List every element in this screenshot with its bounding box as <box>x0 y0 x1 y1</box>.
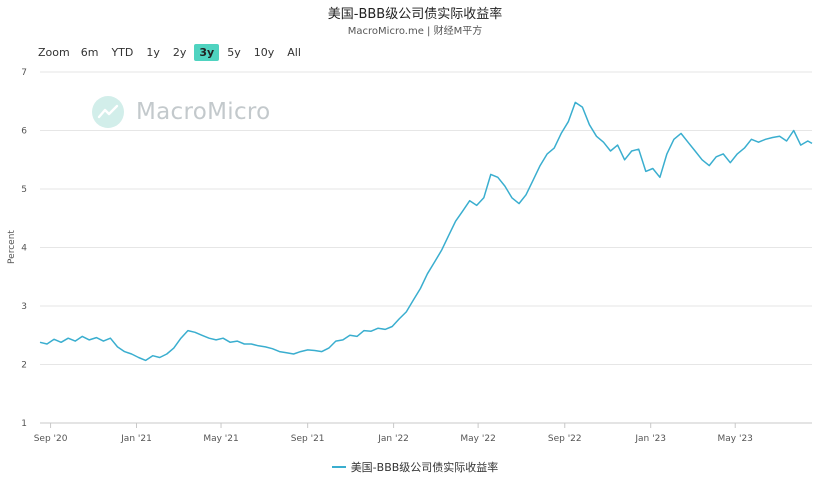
watermark: MacroMicro <box>92 96 271 128</box>
x-tick-label: May '22 <box>460 434 495 444</box>
chart-subtitle: MacroMicro.me | 财经M平方 <box>347 26 483 37</box>
x-tick-label: May '23 <box>718 434 753 444</box>
y-axis-label: Percent <box>7 230 17 264</box>
legend-label: 美国-BBB级公司债实际收益率 <box>350 461 499 474</box>
zoom-5y-button[interactable]: 5y <box>227 46 241 59</box>
x-tick-label: Sep '20 <box>34 434 68 444</box>
y-tick-label: 3 <box>21 302 27 312</box>
zoom-2y-button[interactable]: 2y <box>172 46 187 59</box>
zoom-label: Zoom <box>38 46 70 59</box>
y-axis: 1 2 3 4 5 6 7 <box>21 68 27 429</box>
zoom-6m-button[interactable]: 6m <box>80 46 99 59</box>
x-axis: Sep '20 Jan '21 May '21 Sep '21 Jan '22 May '… <box>34 423 753 444</box>
series-line <box>39 101 813 362</box>
zoom-10y-button[interactable]: 10y <box>253 46 275 59</box>
legend-swatch <box>331 466 346 468</box>
x-tick-label: May '21 <box>203 434 238 444</box>
y-tick-label: 7 <box>21 68 27 78</box>
chart-title: 美国-BBB级公司债实际收益率 <box>327 7 503 22</box>
grid-lines <box>40 71 812 424</box>
zoom-1y-button[interactable]: 1y <box>146 46 160 59</box>
y-tick-label: 4 <box>21 244 27 254</box>
x-tick-label: Jan '22 <box>377 434 409 444</box>
y-tick-label: 1 <box>21 419 27 429</box>
x-tick-label: Jan '21 <box>120 434 152 444</box>
zoom-ytd-button[interactable]: YTD <box>111 46 134 59</box>
zoom-bar: Zoom 6m YTD 1y 2y 3y 5y 10y All <box>38 44 309 61</box>
line-chart: 1 2 3 4 5 6 7 Sep '20 Jan '21 May '21 Sep '21 Jan … <box>7 68 813 444</box>
macromicro-logo-icon <box>92 96 124 128</box>
x-tick-label: Sep '22 <box>548 434 582 444</box>
zoom-all-button[interactable]: All <box>287 46 301 59</box>
y-tick-label: 5 <box>21 185 27 195</box>
zoom-3y-button[interactable]: 3y <box>194 44 220 61</box>
y-tick-label: 6 <box>21 127 27 137</box>
x-tick-label: Sep '21 <box>291 434 325 444</box>
watermark-text: MacroMicro <box>136 99 271 125</box>
legend[interactable]: 美国-BBB级公司债实际收益率 <box>0 459 830 475</box>
x-tick-label: Jan '23 <box>634 434 666 444</box>
y-tick-label: 2 <box>21 361 27 371</box>
